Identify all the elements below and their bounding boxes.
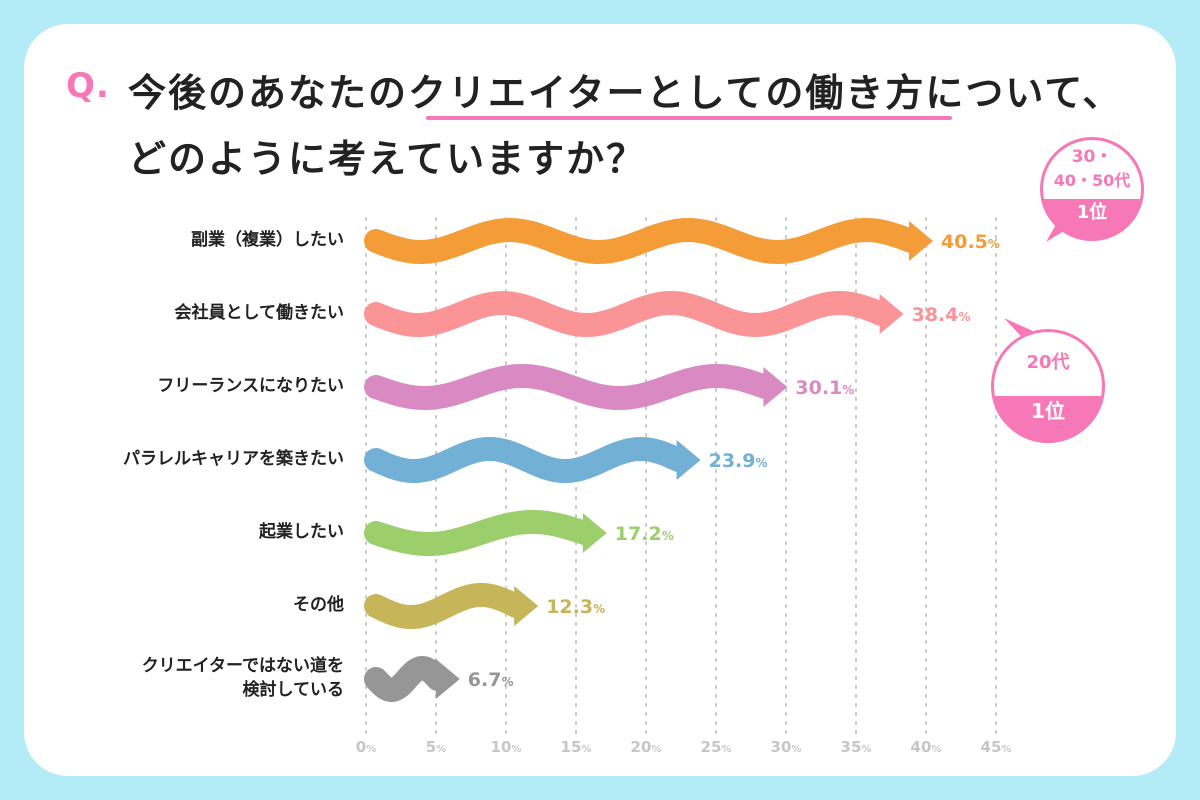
question-line-2: どのように考えていますか？ (128, 137, 647, 181)
bar-arrow-head (879, 294, 904, 334)
value-label: 6.7% (468, 669, 514, 691)
badge-rank: 1位 (1031, 399, 1065, 423)
bar-arrow-shaft (364, 291, 894, 337)
bar-arrow (364, 656, 460, 702)
category-label: クリエイターではない道を 検討している (141, 656, 344, 700)
bar-arrow-shaft (364, 583, 529, 629)
bar-arrow-head (514, 586, 539, 626)
bar-arrow-head (763, 367, 788, 407)
badge-30-40-50: 30・ 40・50代 1位 (1040, 137, 1144, 242)
value-label: 23.9% (709, 450, 768, 472)
x-tick-label: 30% (771, 738, 802, 756)
bar-arrow (364, 437, 701, 483)
bar-arrow-shaft (364, 437, 691, 483)
badge-20: 20代 1位 (991, 318, 1105, 443)
category-label: その他 (293, 595, 344, 615)
badge-rank: 1位 (1077, 201, 1108, 223)
x-tick-label: 45% (981, 738, 1012, 756)
category-label: フリーランスになりたい (157, 376, 344, 396)
value-label: 17.2% (615, 523, 674, 545)
bar-arrow-head (909, 221, 933, 261)
bar-arrow-shaft (364, 656, 450, 702)
bar-arrow (364, 510, 607, 556)
question-text-a: 今後のあなたの (128, 71, 409, 115)
category-label: 副業（複業）したい (191, 230, 344, 250)
x-tick-label: 5% (426, 738, 446, 756)
bar-arrow-head (582, 513, 607, 553)
bar-arrow-shaft (364, 218, 923, 264)
value-label: 38.4% (912, 304, 971, 326)
badge-ring (991, 329, 1105, 443)
x-tick-label: 15% (561, 738, 592, 756)
x-tick-label: 20% (631, 738, 662, 756)
value-label: 30.1% (795, 377, 854, 399)
x-tick-label: 35% (841, 738, 872, 756)
badge-age-line1: 30・ (1072, 147, 1113, 167)
badge-age-line1: 20代 (1026, 352, 1069, 373)
bar-arrow-head (435, 659, 460, 699)
bar-arrow (364, 291, 904, 337)
question-highlight: クリエイターとしての働き方 (408, 71, 926, 115)
value-label: 12.3% (546, 596, 605, 618)
category-label: 会社員として働きたい (174, 303, 345, 323)
value-label: 40.5% (941, 231, 1000, 253)
question-line-1: 今後のあなたのクリエイターとしての働き方について、 (128, 62, 1122, 117)
bar-arrow-head (676, 440, 701, 480)
bar-arrow (364, 583, 539, 629)
question-text-c: について、 (925, 71, 1123, 115)
x-tick-label: 25% (701, 738, 732, 756)
category-label: 起業したい (259, 522, 344, 542)
badge-age-line2: 40・50代 (1054, 171, 1131, 190)
question-highlight-underline (426, 116, 952, 120)
x-tick-label: 10% (491, 738, 522, 756)
badge-ring (1040, 137, 1144, 241)
bar-arrow (364, 218, 933, 264)
bar-arrow (364, 364, 788, 410)
bar-arrow-shaft (364, 510, 597, 556)
question-prefix: Q. (66, 66, 110, 106)
x-tick-label: 0% (356, 738, 376, 756)
bar-arrow-shaft (364, 364, 778, 410)
category-label: パラレルキャリアを築きたい (123, 449, 344, 469)
x-tick-label: 40% (911, 738, 942, 756)
